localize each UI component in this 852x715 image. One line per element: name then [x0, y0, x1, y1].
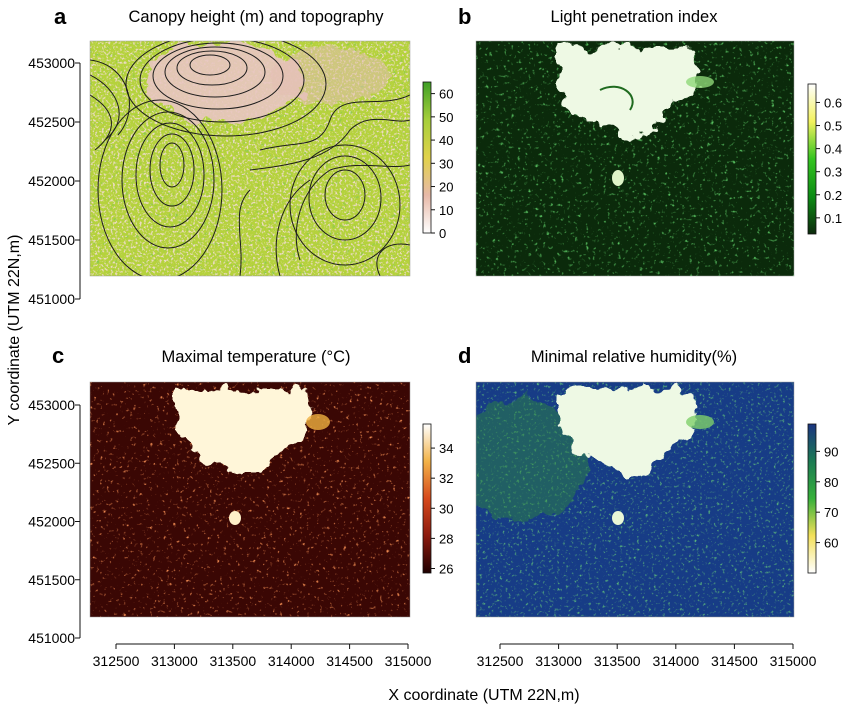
y-tick-label: 452000 [28, 514, 75, 530]
panel-c-frame [89, 381, 411, 618]
colorbar-tick-label: 34 [439, 441, 453, 456]
y-tick-label: 453000 [28, 55, 75, 71]
y-tick-label: 452500 [28, 114, 75, 130]
panel-d-letter: d [458, 343, 471, 368]
y-tick-label: 451000 [28, 630, 75, 646]
colorbar-b [807, 83, 817, 235]
y-tick-label: 453000 [28, 397, 75, 413]
panel-d-map [476, 382, 794, 617]
y-tick-label: 451000 [28, 291, 75, 307]
panel-c-letter: c [52, 343, 64, 368]
y-tick-label: 451500 [28, 572, 75, 588]
colorbar-tick-label: 28 [439, 531, 453, 546]
colorbar-tick-label: 80 [824, 475, 838, 490]
y-tick-label: 452000 [28, 173, 75, 189]
x-tick-label: 313500 [594, 653, 641, 669]
x-tick-label: 312500 [93, 653, 140, 669]
x-tick-label: 315000 [770, 653, 817, 669]
x-tick-label: 314000 [268, 653, 315, 669]
x-axis-label: X coordinate (UTM 22N,m) [388, 687, 579, 704]
colorbar-tick-label: 0 [439, 226, 446, 241]
colorbar-d [807, 423, 817, 574]
colorbar-tick-label: 40 [439, 133, 453, 148]
x-tick-label: 313000 [151, 653, 198, 669]
panel-c-map [90, 382, 410, 617]
x-tick-label: 313000 [535, 653, 582, 669]
panel-a-frame [89, 40, 411, 277]
colorbar-tick-label: 70 [824, 505, 838, 520]
panel-c-title: Maximal temperature (°C) [161, 348, 350, 366]
colorbar-tick-label: 10 [439, 203, 453, 218]
colorbar-c [422, 423, 432, 574]
colorbar-tick-label: 30 [439, 501, 453, 516]
x-tick-label: 314500 [711, 653, 758, 669]
x-tick-label: 315000 [385, 653, 432, 669]
panel-b-frame [475, 40, 795, 277]
colorbar-tick-label: 20 [439, 180, 453, 195]
colorbar-tick-label: 0.4 [824, 142, 842, 157]
colorbar-tick-label: 26 [439, 561, 453, 576]
panel-a-letter: a [54, 4, 67, 29]
panel-d-frame [475, 381, 795, 618]
axes-layer: 451000 451500 452000 452500 453000 451000 4515… [28, 55, 816, 669]
x-tick-label: 314000 [652, 653, 699, 669]
panel-b-title: Light penetration index [551, 8, 719, 26]
x-tick-label: 312500 [477, 653, 524, 669]
y-tick-label: 452500 [28, 455, 75, 471]
colorbar-layer: 0 10 20 30 40 50 60 0.1 0.2 0.3 0.4 0.5 0.6 26 28 30 32 3… [422, 81, 842, 576]
topography-contours [90, 41, 410, 276]
colorbar-tick-label: 0.2 [824, 188, 842, 203]
colorbar-tick-label: 0.1 [824, 211, 842, 226]
panel-a-title: Canopy height (m) and topography [129, 8, 385, 26]
x-tick-label: 313500 [209, 653, 256, 669]
colorbar-tick-label: 30 [439, 156, 453, 171]
colorbar-tick-label: 50 [439, 110, 453, 125]
colorbar-a [422, 81, 432, 234]
colorbar-tick-label: 0.5 [824, 119, 842, 134]
panel-a-map [90, 41, 410, 276]
colorbar-tick-label: 32 [439, 471, 453, 486]
colorbar-tick-label: 60 [439, 87, 453, 102]
panel-b-map [476, 41, 794, 276]
panel-d-title: Minimal relative humidity(%) [531, 348, 737, 366]
colorbar-tick-label: 0.6 [824, 95, 842, 110]
x-tick-label: 314500 [326, 653, 373, 669]
colorbar-tick-label: 90 [824, 444, 838, 459]
colorbar-tick-label: 60 [824, 536, 838, 551]
panel-b-letter: b [458, 4, 471, 29]
y-tick-label: 451500 [28, 232, 75, 248]
colorbar-tick-label: 0.3 [824, 165, 842, 180]
y-axis-label: Y coordinate (UTM 22N,m) [6, 235, 23, 426]
